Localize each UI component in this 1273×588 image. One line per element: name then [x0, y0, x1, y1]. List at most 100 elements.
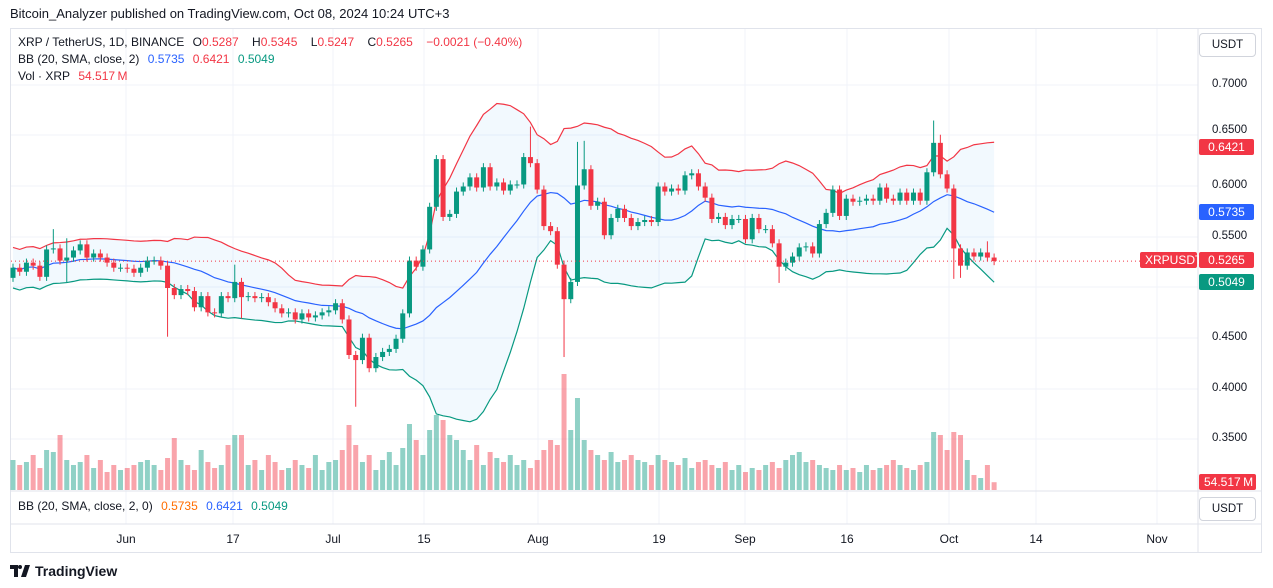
- volume-bar: [366, 455, 372, 490]
- candle-body: [507, 184, 513, 191]
- volume-bar: [803, 462, 809, 490]
- candle-body: [232, 281, 238, 299]
- volume-bar: [749, 468, 755, 490]
- candle-body: [299, 313, 305, 320]
- volume-bar: [595, 455, 601, 490]
- candle-body: [937, 142, 943, 175]
- candle-body: [709, 197, 715, 219]
- candle-body: [111, 262, 117, 268]
- candle-body: [37, 265, 43, 277]
- volume-bar: [10, 460, 16, 490]
- time-label: 15: [417, 532, 431, 546]
- volume-bar: [447, 435, 453, 490]
- volume-bar: [971, 475, 977, 490]
- candle-body: [823, 212, 829, 225]
- volume-bar: [507, 455, 513, 490]
- candle-body: [306, 313, 312, 318]
- tradingview-logo[interactable]: TradingView: [10, 563, 117, 579]
- candle-body: [406, 260, 412, 314]
- volume-bar: [57, 435, 63, 490]
- chart-panel[interactable]: [10, 28, 1262, 553]
- candle-body: [716, 216, 722, 219]
- volume-bar: [917, 465, 923, 490]
- candle-body: [165, 265, 171, 288]
- open-value: 0.5287: [201, 35, 239, 49]
- candle-body: [292, 312, 298, 320]
- volume-bar: [763, 465, 769, 490]
- time-label: Jun: [116, 532, 136, 546]
- candle-body: [810, 246, 816, 254]
- bb-label[interactable]: BB (20, SMA, close, 2): [18, 52, 140, 66]
- volume-bar: [635, 460, 641, 490]
- currency-button[interactable]: USDT: [1199, 33, 1256, 57]
- candle-body: [642, 219, 648, 223]
- volume-bar: [420, 455, 426, 490]
- candle-body: [433, 159, 439, 207]
- candle-body: [400, 313, 406, 339]
- candle-body: [521, 157, 527, 185]
- volume-label[interactable]: Vol · XRP: [18, 69, 71, 83]
- candle-body: [850, 198, 856, 202]
- candle-body: [689, 173, 695, 176]
- volume-bar: [171, 438, 177, 490]
- volume-bar: [50, 452, 56, 490]
- candle-body: [615, 208, 621, 218]
- candle-body: [783, 262, 789, 267]
- time-label: Aug: [527, 532, 549, 546]
- candle-body: [44, 249, 50, 277]
- volume-bar: [736, 465, 742, 490]
- volume-bar: [144, 460, 150, 490]
- volume-bar: [386, 452, 392, 490]
- volume-bar: [333, 460, 339, 490]
- volume-bar: [642, 462, 648, 490]
- volume-bar: [487, 452, 493, 490]
- lower-currency-button[interactable]: USDT: [1199, 497, 1256, 521]
- volume-value: 54.517 M: [78, 69, 128, 83]
- candle-body: [205, 296, 211, 313]
- volume-bar: [581, 440, 587, 490]
- candle-body: [695, 173, 701, 187]
- candle-body: [729, 218, 735, 226]
- bb-basis-line: [12, 191, 995, 330]
- volume-bar: [682, 458, 688, 490]
- volume-bar: [910, 470, 916, 490]
- candle-body: [420, 249, 426, 267]
- candle-body: [897, 192, 903, 201]
- volume-bar: [440, 420, 446, 490]
- price-tick: 0.4000: [1212, 382, 1248, 394]
- volume-bar: [991, 482, 997, 490]
- candle-body: [548, 226, 554, 232]
- volume-bar: [312, 455, 318, 490]
- candle-body: [30, 262, 36, 266]
- price-tick: 0.5500: [1212, 230, 1248, 242]
- candle-body: [124, 267, 130, 269]
- volume-bar: [541, 450, 547, 490]
- candle-body: [373, 357, 379, 369]
- price-tick: 0.6000: [1212, 179, 1248, 191]
- candle-body: [185, 289, 191, 292]
- candle-body: [339, 303, 345, 320]
- candle-body: [23, 262, 29, 272]
- volume-bar: [454, 440, 460, 490]
- candle-body: [722, 216, 728, 226]
- volume-bar: [534, 460, 540, 490]
- volume-bar: [91, 468, 97, 490]
- volume-bar: [104, 472, 110, 490]
- volume-bar: [790, 455, 796, 490]
- volume-bar: [480, 465, 486, 490]
- candle-body: [17, 267, 23, 272]
- volume-bar: [292, 460, 298, 490]
- bb-lower-tag: 0.5049: [1199, 274, 1254, 290]
- publisher-line: Bitcoin_Analyzer published on TradingVie…: [10, 6, 450, 21]
- volume-bar: [178, 460, 184, 490]
- candle-body: [655, 186, 661, 223]
- candle-body: [359, 337, 365, 361]
- time-label: Sep: [734, 532, 756, 546]
- candle-body: [279, 308, 285, 314]
- candle-body: [272, 302, 278, 309]
- candle-body: [662, 186, 668, 192]
- candle-body: [588, 169, 594, 206]
- symbol-title[interactable]: XRP / TetherUS, 1D, BINANCE: [18, 35, 185, 49]
- lower-bb-label[interactable]: BB (20, SMA, close, 2, 0): [18, 499, 153, 513]
